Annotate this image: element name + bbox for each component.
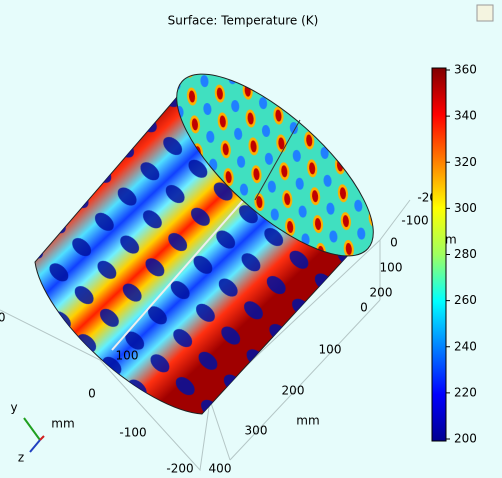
colorbar-tick-label: 340 xyxy=(454,109,477,123)
axis-tick-label: 400 xyxy=(209,462,232,476)
axis-tick-label: 200 xyxy=(0,311,5,325)
axis-tick-label: -200 xyxy=(166,462,193,476)
colorbar-tick-label: 240 xyxy=(454,339,477,353)
axis-tick-label: 300 xyxy=(245,424,268,438)
cylinder xyxy=(34,73,374,415)
axis-tick-label: 100 xyxy=(319,343,342,357)
colorbar-tick-label: 200 xyxy=(454,432,477,446)
axis-tick-label: -100 xyxy=(119,426,146,440)
toolbar-icon[interactable] xyxy=(476,4,494,22)
axis-tick-label: -100 xyxy=(401,214,428,228)
triad-label: y xyxy=(10,401,17,415)
colorbar xyxy=(431,67,447,442)
colorbar-tick-label: 320 xyxy=(454,155,477,169)
axis-tick-label: 200 xyxy=(282,384,305,398)
colorbar-tick-label: 220 xyxy=(454,385,477,399)
axis-tick-label: 0 xyxy=(390,236,398,250)
axis-tick-label: 0 xyxy=(360,301,368,315)
colorbar-tick-label: 260 xyxy=(454,293,477,307)
axis-tick-label: 200 xyxy=(370,286,393,300)
axis-tick-label: 100 xyxy=(116,349,139,363)
axis-label: mm xyxy=(51,417,74,431)
colorbar-tick-label: 360 xyxy=(454,63,477,77)
axis-triad xyxy=(23,417,45,453)
triad-label: z xyxy=(18,451,24,465)
colorbar-tick-label: 280 xyxy=(454,247,477,261)
axis-tick-label: 0 xyxy=(88,387,96,401)
axis-tick-label: 100 xyxy=(380,261,403,275)
colorbar-tick-label: 300 xyxy=(454,201,477,215)
axis-label: mm xyxy=(296,414,319,428)
chart-title: Surface: Temperature (K) xyxy=(168,14,319,28)
